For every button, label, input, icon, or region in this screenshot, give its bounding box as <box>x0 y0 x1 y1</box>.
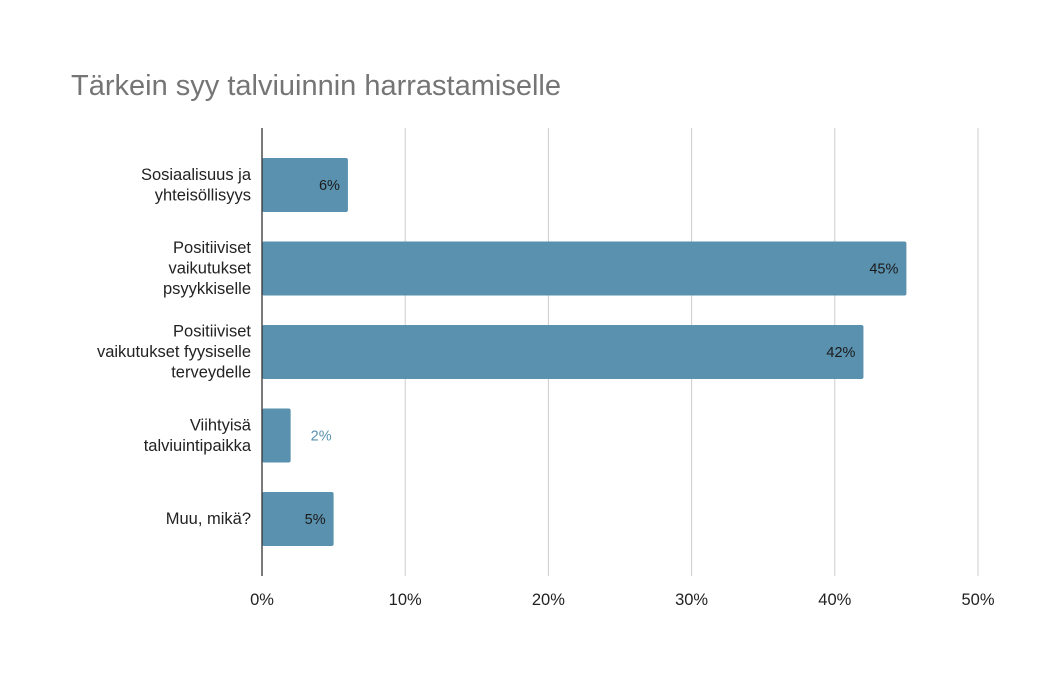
x-tick-label: 10% <box>389 591 422 609</box>
category-label: Muu, mikä? <box>166 510 251 528</box>
data-label: 6% <box>319 178 340 194</box>
category-label-line: Positiiviset <box>173 239 251 257</box>
x-tick-label: 40% <box>818 591 851 609</box>
category-label-line: Sosiaalisuus ja <box>141 166 252 184</box>
chart-title: Tärkein syy talviuinnin harrastamiselle <box>71 70 561 102</box>
category-label-line: Muu, mikä? <box>166 510 251 528</box>
bar <box>262 241 907 296</box>
data-label: 45% <box>869 262 898 278</box>
data-label: 5% <box>305 512 326 528</box>
bar <box>262 158 348 212</box>
category-label-line: vaikutukset <box>168 260 251 278</box>
data-label: 2% <box>311 429 332 445</box>
bar <box>262 408 291 463</box>
category-label-line: yhteisöllisyys <box>155 186 251 204</box>
labels: 0% 10% 20% 30% 40% 50% 6% Sosiaalisuus ja yhteis… <box>97 166 995 609</box>
bar <box>262 492 334 546</box>
category-label-line: Viihtyisä <box>190 416 252 434</box>
category-label-line: Positiiviset <box>173 323 251 341</box>
x-tick-label: 50% <box>961 591 994 609</box>
category-label-line: talviuintipaikka <box>144 437 252 455</box>
x-tick-label: 0% <box>250 591 274 609</box>
category-label-line: psyykkiselle <box>163 280 251 298</box>
category-label: Viihtyisä talviuintipaikka <box>144 416 252 455</box>
category-label-line: terveydelle <box>171 364 251 382</box>
category-label: Positiiviset vaikutukset psyykkiselle <box>163 239 251 298</box>
category-label: Sosiaalisuus ja yhteisöllisyys <box>141 166 252 205</box>
x-tick-label: 20% <box>532 591 565 609</box>
bar <box>262 325 864 379</box>
category-label: Positiiviset vaikutukset fyysiselle tervey… <box>97 323 251 382</box>
bars <box>262 158 907 546</box>
x-tick-label: 30% <box>675 591 708 609</box>
category-label-line: vaikutukset fyysiselle <box>97 343 251 361</box>
data-label: 42% <box>826 345 855 361</box>
